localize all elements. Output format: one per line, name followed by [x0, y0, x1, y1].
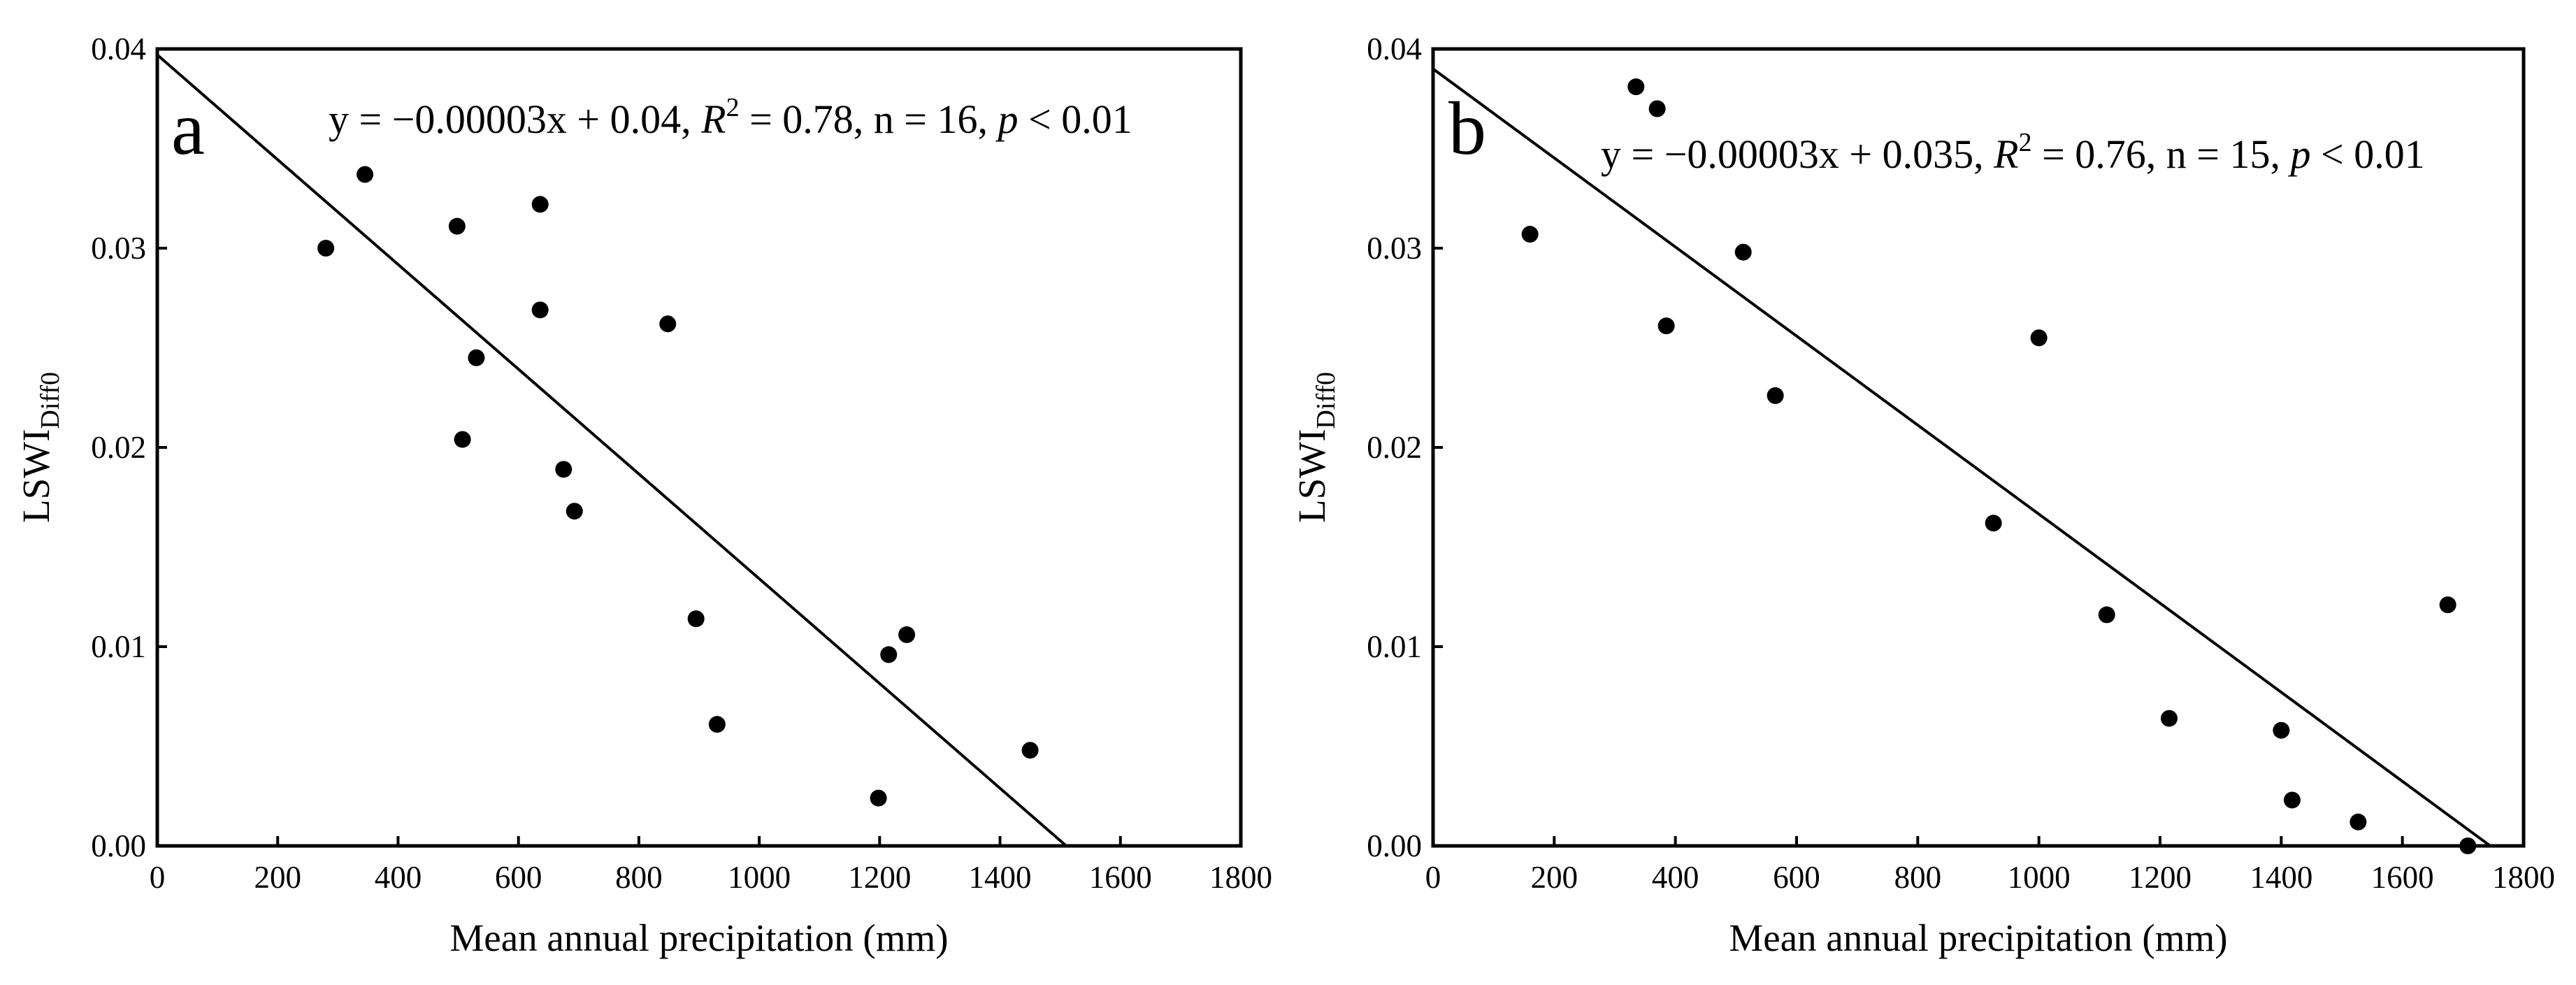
y-tick-label: 0.00	[1367, 828, 1422, 863]
data-point	[555, 461, 573, 478]
data-point	[2283, 791, 2301, 809]
equation-p-value: < 0.01	[1019, 96, 1132, 142]
data-point	[2273, 721, 2290, 739]
data-point	[531, 196, 549, 213]
data-point	[566, 503, 583, 520]
y-tick-label: 0.01	[1367, 629, 1422, 664]
equation-p-value: < 0.01	[2311, 131, 2425, 177]
y-axis-title-subscript: Diff0	[1311, 372, 1341, 429]
regression-line	[1432, 67, 2491, 847]
data-point	[1766, 387, 1784, 404]
x-axis-title: Mean annual precipitation (mm)	[449, 916, 948, 959]
x-tick-label: 600	[1773, 860, 1820, 895]
data-point	[1521, 226, 1539, 243]
x-tick-label: 1000	[728, 860, 791, 895]
data-point	[448, 217, 466, 235]
x-tick-label: 200	[254, 860, 301, 895]
x-tick-label: 400	[1652, 860, 1699, 895]
data-point	[454, 431, 471, 448]
data-point	[1985, 515, 2002, 532]
data-point	[1627, 78, 1645, 96]
x-tick-label: 800	[615, 860, 663, 895]
data-point	[531, 301, 549, 319]
data-point	[468, 349, 485, 366]
x-tick-label: 1000	[2008, 860, 2071, 895]
y-tick-label: 0.03	[91, 231, 146, 266]
panel-b: 0 200 400 600 800 1000 1200 1400 1600 1800 0.00 0.0…	[1290, 31, 2555, 959]
data-point	[659, 315, 677, 333]
data-point	[2161, 710, 2178, 727]
y-axis-title: LSWIDiff0	[1290, 372, 1341, 523]
x-tick-label: 1800	[2492, 860, 2555, 895]
equation-stats: = 0.78, n = 16,	[740, 96, 998, 142]
regression-equation: y = −0.00003x + 0.035, R2 = 0.76, n = 15…	[1601, 128, 2425, 177]
panel-label: a	[171, 87, 205, 171]
data-point	[1648, 100, 1666, 117]
y-axis-title-subscript: Diff0	[36, 372, 65, 429]
data-point	[1657, 317, 1675, 335]
y-tick-label: 0.04	[91, 31, 146, 66]
equation-r-symbol: R	[700, 96, 726, 142]
panel-a: 0 200 400 600 800 1000 1200 1400 1600 1800 0.00 0.0…	[15, 31, 1272, 959]
x-tick-label: 1400	[2250, 860, 2312, 895]
regression-equation: y = −0.00003x + 0.04, R2 = 0.78, n = 16,…	[329, 93, 1132, 142]
x-tick-label: 600	[495, 860, 542, 895]
x-tick-label: 800	[1894, 860, 1942, 895]
data-point	[2439, 596, 2456, 614]
data-point	[898, 626, 916, 643]
equation-r-symbol: R	[1993, 131, 2018, 177]
y-axis-title: LSWIDiff0	[15, 372, 65, 523]
equation-p-symbol: p	[995, 96, 1019, 142]
x-tick-label: 200	[1531, 860, 1578, 895]
x-tick-label: 0	[1425, 860, 1441, 895]
data-point	[708, 716, 726, 733]
data-point	[2030, 329, 2048, 347]
y-tick-label: 0.04	[1367, 31, 1422, 66]
equation-stats: = 0.76, n = 15,	[2032, 131, 2291, 177]
y-tick-label: 0.02	[1367, 430, 1422, 465]
regression-line	[156, 54, 1067, 847]
data-point	[2459, 837, 2477, 854]
data-point	[880, 646, 898, 663]
y-tick-label: 0.00	[91, 828, 146, 863]
x-tick-label: 1800	[1209, 860, 1272, 895]
x-tick-label: 1400	[969, 860, 1032, 895]
data-point	[2350, 813, 2367, 831]
data-point	[317, 240, 335, 257]
panel-label: b	[1448, 87, 1486, 171]
data-point	[357, 166, 374, 183]
x-tick-label: 400	[375, 860, 422, 895]
y-tick-label: 0.03	[1367, 231, 1422, 266]
equation-r-exponent: 2	[2019, 128, 2032, 157]
data-point	[1734, 243, 1752, 261]
x-tick-label: 1600	[1089, 860, 1152, 895]
y-tick-label: 0.02	[91, 430, 146, 465]
data-point	[2098, 606, 2115, 624]
y-axis-title-main: LSWI	[1290, 429, 1333, 523]
data-point	[687, 610, 705, 628]
x-tick-label: 0	[150, 860, 166, 895]
y-tick-label: 0.01	[91, 629, 146, 664]
equation-p-symbol: p	[2288, 131, 2311, 177]
x-tick-label: 1200	[848, 860, 911, 895]
equation-lhs: y =	[1601, 131, 1664, 177]
plot-frame	[155, 47, 1243, 848]
x-tick-label: 1600	[2371, 860, 2434, 895]
equation-fit: −0.00003x + 0.035,	[1664, 131, 1994, 177]
equation-lhs: y =	[329, 96, 392, 142]
y-axis-title-main: LSWI	[15, 429, 57, 523]
data-point	[1021, 742, 1039, 759]
data-point	[870, 789, 887, 807]
equation-fit: −0.00003x + 0.04,	[392, 96, 701, 142]
x-tick-label: 1200	[2129, 860, 2192, 895]
x-axis-title: Mean annual precipitation (mm)	[1729, 916, 2227, 959]
equation-r-exponent: 2	[726, 93, 740, 122]
